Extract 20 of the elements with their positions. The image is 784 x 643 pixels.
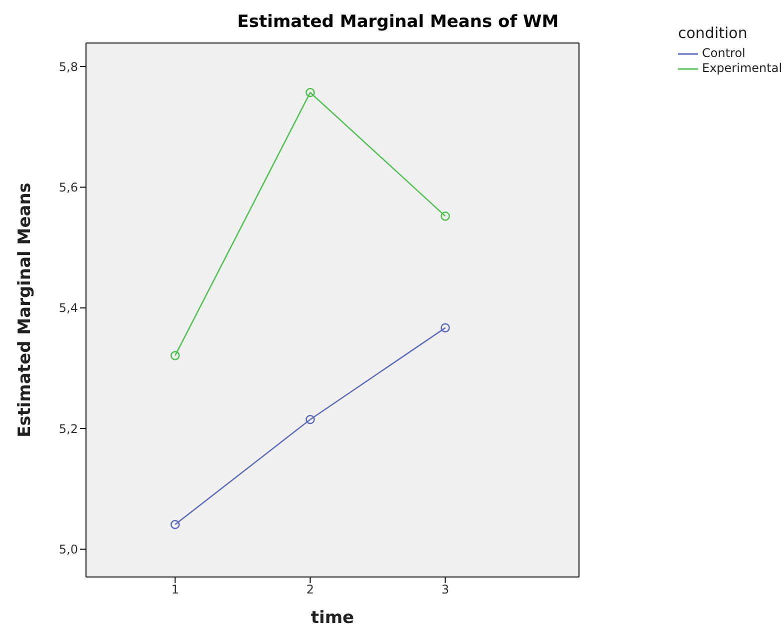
legend-title: condition xyxy=(678,24,748,42)
point xyxy=(306,88,315,98)
x-tick-label: 1 xyxy=(171,582,179,597)
y-tick-label: 5,2 xyxy=(58,422,78,436)
x-axis-title: time xyxy=(310,608,354,628)
y-tick-label: 5,4 xyxy=(58,301,78,316)
legend-label: Experimental xyxy=(702,61,782,76)
point xyxy=(306,414,315,424)
legend-label: Control xyxy=(702,46,746,61)
x-tick-label: 2 xyxy=(306,582,314,597)
chart-title: Estimated Marginal Means of WM xyxy=(237,12,559,32)
point xyxy=(170,350,180,360)
y-axis-title: Estimated Marginal Means xyxy=(15,182,36,438)
y-tick-label: 5,0 xyxy=(58,542,78,557)
x-tick-label: 3 xyxy=(441,582,450,597)
y-tick-label: 5,8 xyxy=(58,60,78,74)
point xyxy=(440,323,450,332)
point xyxy=(170,520,180,530)
y-tick-label: 5,6 xyxy=(58,180,78,194)
point xyxy=(440,212,450,221)
